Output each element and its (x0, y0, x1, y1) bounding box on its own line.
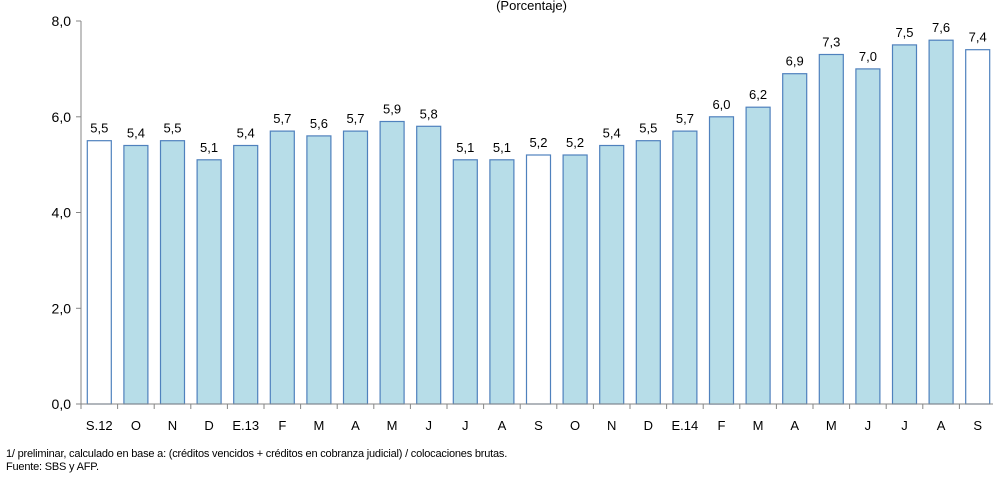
bar-chart: 5,5 5,4 5,5 5,1 5,4 5,7 5,6 5,7 5,9 5,8 5,1 5,1 5,2 5… (52, 13, 993, 433)
value-label-23: 7,6 (932, 20, 950, 35)
bar-10 (452, 159, 478, 405)
footnote-definition: 1/ preliminar, calculado en base a: (cré… (6, 448, 508, 460)
y-tick-label-4: 8,0 (52, 13, 72, 29)
x-tick-label-10: J (462, 418, 469, 433)
value-label-6: 5,6 (310, 116, 328, 131)
bar-18 (745, 106, 771, 405)
x-tick-label-20: M (826, 418, 837, 433)
bar-6 (306, 135, 332, 405)
value-label-2: 5,5 (163, 121, 181, 136)
value-label-16: 5,7 (676, 111, 694, 126)
y-tick-label-2: 4,0 (52, 205, 72, 221)
bar-5 (269, 130, 295, 405)
y-tick-labels-group: 0,0 2,0 4,0 6,0 8,0 (52, 13, 72, 412)
bar-17 (708, 116, 735, 405)
bar-2 (159, 140, 186, 405)
x-tick-label-21: J (865, 418, 872, 433)
bar-1 (123, 144, 149, 405)
bar-9 (416, 125, 442, 405)
x-tick-label-14: N (607, 418, 616, 433)
value-label-7: 5,7 (346, 111, 364, 126)
x-tick-label-24: S (973, 418, 982, 433)
bars-group (86, 39, 991, 405)
x-tick-label-7: A (351, 418, 360, 433)
value-label-22: 7,5 (895, 25, 913, 40)
bar-15 (635, 140, 661, 405)
x-tick-label-9: J (425, 418, 432, 433)
x-tick-label-2: N (168, 418, 177, 433)
bar-3 (196, 159, 222, 405)
bar-11 (489, 159, 515, 405)
bar-7 (342, 130, 369, 405)
bar-22 (891, 44, 918, 405)
x-tick-label-0: S.12 (86, 418, 113, 433)
value-label-11: 5,1 (493, 140, 511, 155)
x-tick-label-8: M (387, 418, 398, 433)
x-tick-label-12: S (534, 418, 543, 433)
value-label-8: 5,9 (383, 102, 401, 117)
y-tick-label-3: 6,0 (52, 109, 72, 125)
bar-16 (672, 130, 698, 405)
value-label-5: 5,7 (273, 111, 291, 126)
value-labels-group: 5,5 5,4 5,5 5,1 5,4 5,7 5,6 5,7 5,9 5,8 5,1 5,1 5,2 5… (90, 20, 986, 155)
bar-8 (379, 120, 405, 405)
x-tick-label-6: M (313, 418, 324, 433)
bar-21 (855, 68, 881, 405)
chart-subtitle: (Porcentaje) (496, 0, 567, 13)
value-label-10: 5,1 (456, 140, 474, 155)
bar-13 (562, 154, 588, 405)
value-label-9: 5,8 (420, 106, 438, 121)
x-tick-label-5: F (278, 418, 286, 433)
axes-group (76, 20, 993, 409)
x-tick-label-19: A (790, 418, 799, 433)
x-tick-label-16: E.14 (672, 418, 699, 433)
value-label-18: 6,2 (749, 87, 767, 102)
bar-24 (965, 49, 991, 405)
value-label-3: 5,1 (200, 140, 218, 155)
x-tick-label-1: O (131, 418, 141, 433)
x-tick-labels-group: S.12 O N D E.13 F M A M J J A S O N D E.14 F M A M J J A S (86, 418, 982, 433)
x-tick-label-4: E.13 (232, 418, 259, 433)
value-label-15: 5,5 (639, 121, 657, 136)
x-tick-label-23: A (937, 418, 946, 433)
value-label-0: 5,5 (90, 121, 108, 136)
bar-20 (818, 53, 844, 405)
bar-12 (525, 154, 552, 405)
x-tick-label-18: M (753, 418, 764, 433)
bar-4 (233, 144, 259, 405)
x-tick-label-13: O (570, 418, 580, 433)
bar-19 (782, 73, 808, 405)
bar-23 (928, 39, 954, 405)
x-tick-label-17: F (718, 418, 726, 433)
value-label-14: 5,4 (603, 126, 621, 141)
value-label-4: 5,4 (237, 126, 255, 141)
value-label-21: 7,0 (859, 49, 877, 64)
y-tick-label-1: 2,0 (52, 300, 72, 316)
bar-0 (86, 140, 112, 405)
footnote-source: Fuente: SBS y AFP. (6, 461, 99, 473)
y-tick-label-0: 0,0 (52, 396, 72, 412)
value-label-19: 6,9 (786, 54, 804, 69)
value-label-13: 5,2 (566, 135, 584, 150)
value-label-24: 7,4 (969, 30, 987, 45)
x-tick-label-22: J (901, 418, 908, 433)
x-tick-label-3: D (204, 418, 213, 433)
value-label-17: 6,0 (712, 97, 730, 112)
x-tick-label-15: D (644, 418, 653, 433)
value-label-20: 7,3 (822, 35, 840, 50)
x-tick-label-11: A (498, 418, 507, 433)
value-label-12: 5,2 (529, 135, 547, 150)
bar-14 (599, 144, 625, 405)
value-label-1: 5,4 (127, 126, 145, 141)
